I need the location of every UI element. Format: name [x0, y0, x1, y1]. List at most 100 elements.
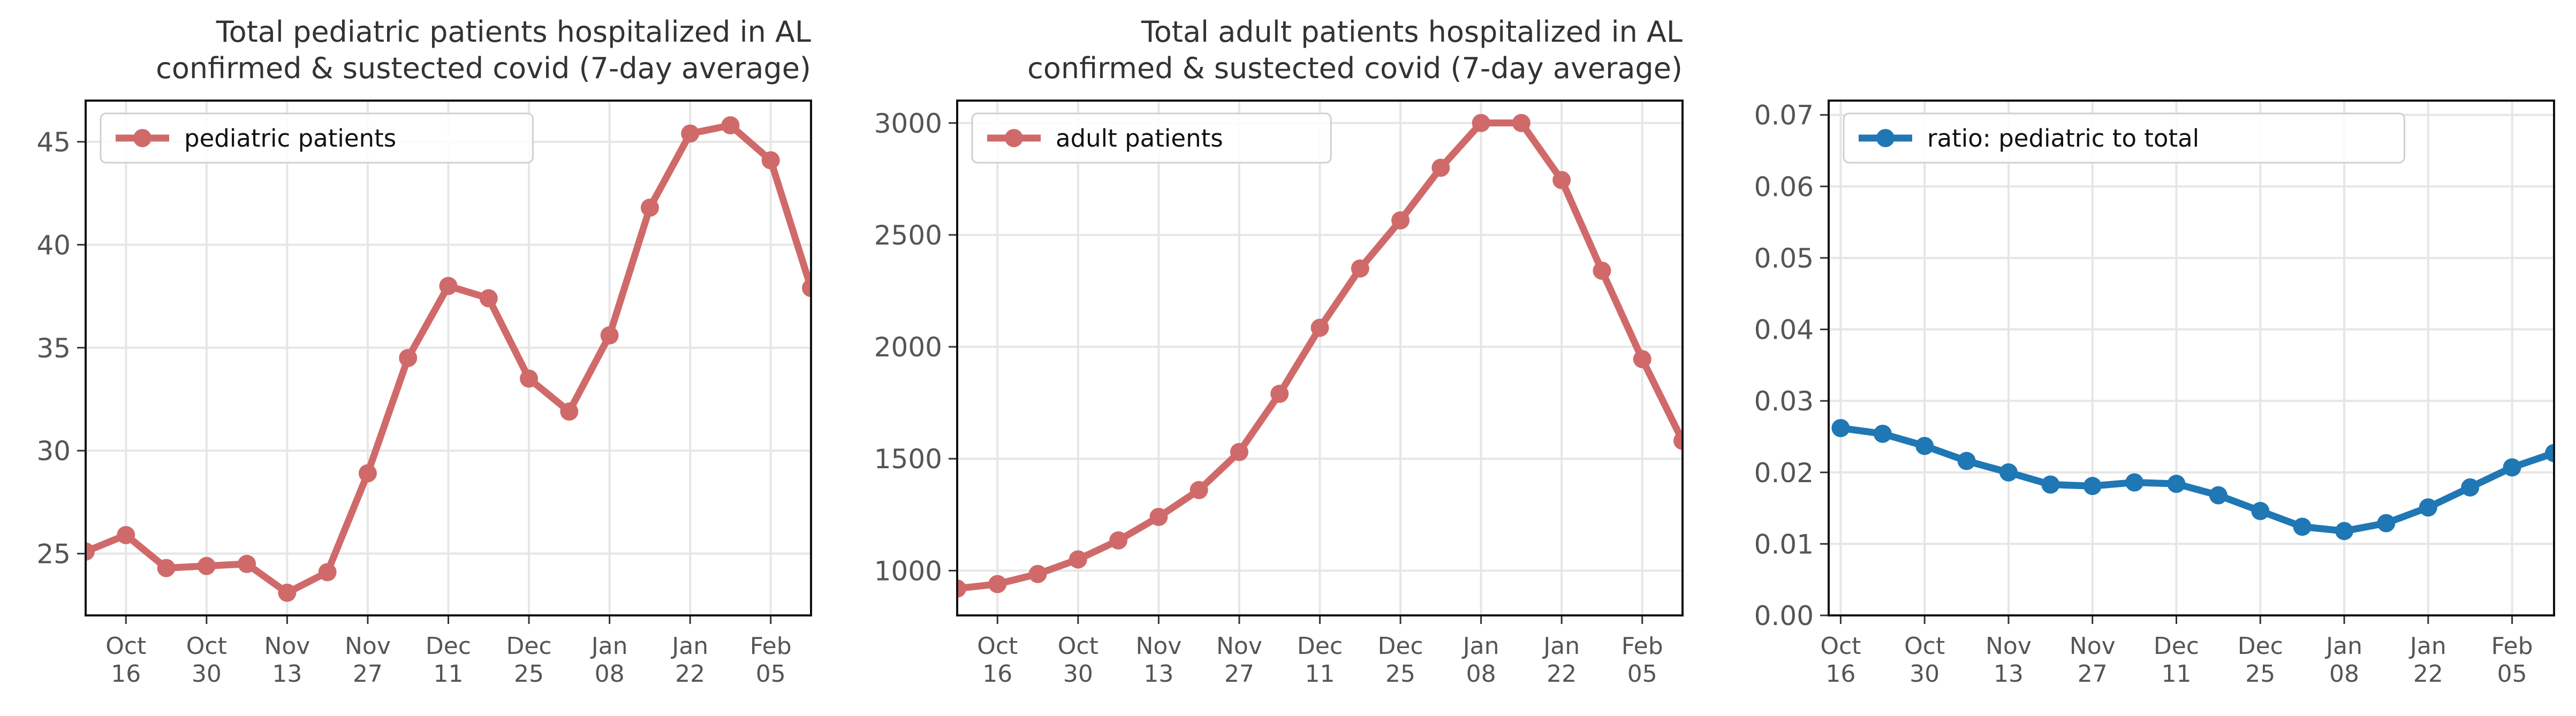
data-point — [1109, 531, 1128, 550]
data-point — [2293, 517, 2312, 536]
y-tick-label: 0.00 — [1754, 600, 1814, 631]
x-tick-label: Nov 27 — [345, 633, 391, 688]
y-tick-label: 45 — [36, 127, 71, 158]
y-tick-label: 0.03 — [1754, 386, 1814, 417]
series-1 — [957, 113, 1683, 598]
x-tick-label: Dec 11 — [426, 633, 471, 688]
data-point — [439, 277, 458, 295]
x-tick-label: Jan 08 — [590, 633, 628, 688]
data-point — [1270, 384, 1289, 403]
data-point — [1028, 565, 1047, 583]
x-tick-label: Nov 13 — [1986, 633, 2032, 688]
data-point — [2419, 498, 2437, 517]
data-point — [1593, 261, 1611, 280]
legend-label: ratio: pediatric to total — [1927, 124, 2199, 153]
axes-frame — [85, 100, 812, 616]
y-tick-label: 35 — [36, 333, 71, 364]
x-tick-label: Feb 05 — [750, 633, 792, 688]
legend-marker — [1005, 129, 1023, 147]
legend: ratio: pediatric to total — [1843, 112, 2405, 164]
data-point — [2209, 486, 2228, 505]
data-point — [761, 151, 780, 170]
data-point — [1391, 211, 1410, 230]
y-tick-label: 2500 — [874, 220, 942, 251]
x-tick-label: Oct 16 — [1820, 633, 1861, 688]
data-point — [358, 464, 377, 483]
data-point — [600, 326, 619, 345]
y-tick-label: 3000 — [874, 108, 942, 139]
data-point — [2461, 478, 2480, 497]
x-tick-label: Jan 08 — [2324, 633, 2362, 688]
legend-label: pediatric patients — [184, 124, 396, 153]
data-point — [1431, 158, 1450, 177]
x-tick-label: Nov 13 — [1135, 633, 1181, 688]
x-tick-label: Oct 16 — [105, 633, 146, 688]
data-point — [681, 124, 700, 143]
legend-box — [971, 112, 1332, 164]
data-point — [640, 199, 659, 217]
data-point — [399, 349, 418, 367]
y-tick-label: 0.01 — [1754, 529, 1814, 560]
axes-frame — [1828, 100, 2555, 616]
data-point — [197, 557, 216, 575]
chart-panel-2: 1000 1500 2000 2500 3000 Oct 16 Oct 30 Nov 13 Nov 27… — [874, 15, 1684, 688]
x-tick-label: Dec 25 — [506, 633, 551, 688]
x-tick-label: Dec 11 — [2154, 633, 2199, 688]
y-tick-label: 0.06 — [1754, 171, 1814, 202]
data-point — [1351, 259, 1369, 278]
y-tick-label: 25 — [36, 539, 71, 570]
data-point — [1915, 437, 1934, 455]
data-point — [2125, 473, 2144, 492]
data-point — [479, 289, 498, 308]
data-point — [2251, 501, 2270, 520]
data-point — [1957, 452, 1976, 470]
legend-label: adult patients — [1056, 124, 1223, 153]
legend-marker — [133, 129, 151, 147]
legend: adult patients — [971, 112, 1332, 164]
data-point — [238, 554, 256, 573]
y-tick-label: 40 — [36, 230, 71, 261]
x-tick-label: Jan 22 — [2408, 633, 2446, 688]
x-tick-label: Feb 05 — [2491, 633, 2533, 688]
data-point — [1149, 507, 1168, 526]
data-point — [2377, 514, 2396, 532]
data-point — [86, 542, 95, 561]
data-point — [2503, 458, 2521, 477]
y-tick-label: 0.04 — [1754, 315, 1814, 346]
series-1 — [1831, 418, 2554, 540]
data-point — [278, 583, 297, 602]
x-tick-label: Dec 11 — [1297, 633, 1343, 688]
x-tick-label: Oct 30 — [1058, 633, 1098, 688]
y-tick-label: 0.05 — [1754, 243, 1814, 274]
series-1 — [86, 116, 811, 602]
data-point — [1189, 481, 1208, 499]
data-point — [1831, 418, 1850, 437]
data-point — [1472, 113, 1490, 132]
data-point — [2335, 522, 2354, 540]
data-point — [2545, 444, 2554, 462]
data-point — [988, 575, 1007, 593]
x-tick-label: Dec 25 — [2238, 633, 2283, 688]
y-tick-label: 0.07 — [1754, 100, 1814, 131]
y-tick-label: 1000 — [874, 555, 942, 586]
data-point — [117, 525, 135, 544]
data-point — [1873, 424, 1892, 443]
x-tick-label: Jan 22 — [670, 633, 708, 688]
y-tick-label: 1500 — [874, 444, 942, 475]
x-tick-label: Jan 22 — [1542, 633, 1580, 688]
x-tick-label: Nov 13 — [264, 633, 310, 688]
data-point — [2041, 475, 2060, 494]
y-tick-label: 2000 — [874, 332, 942, 363]
chart-panel-1: 25 30 35 40 45 Oct 16 Oct 30 Nov 13 Nov 27 Dec 11 Dec 25… — [36, 15, 812, 688]
data-point — [520, 369, 539, 388]
data-point — [2167, 475, 2186, 493]
data-point — [1512, 113, 1531, 132]
data-point — [560, 402, 579, 421]
data-point — [318, 563, 337, 582]
data-point — [1230, 443, 1248, 461]
legend-marker — [1876, 129, 1895, 147]
series-line — [1837, 424, 2554, 535]
legend-box — [1843, 112, 2405, 164]
legend-box — [100, 112, 534, 164]
